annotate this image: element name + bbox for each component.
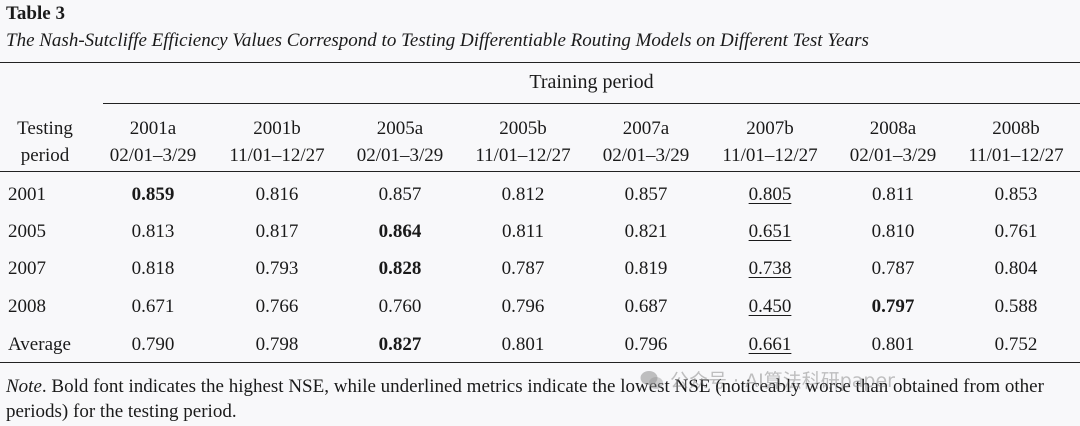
testing-period-header-line1: Testing [17, 118, 73, 139]
group-rule [103, 103, 1080, 104]
column-header-name: 2007b [746, 118, 794, 139]
table-cell: 0.752 [994, 334, 1038, 355]
column-header: 2005b 11/01–12/27 [458, 115, 588, 169]
row-label: 2005 [8, 221, 46, 242]
table-row: Average 0.790 0.798 0.827 0.801 0.796 0.661 0.8… [0, 326, 1080, 364]
column-header: 2008b 11/01–12/27 [951, 115, 1080, 169]
table-cell: 0.818 [131, 258, 175, 279]
column-header: 2001a 02/01–3/29 [88, 115, 218, 169]
column-header: 2008a 02/01–3/29 [828, 115, 958, 169]
table-cell: 0.857 [624, 184, 668, 205]
watermark: 公众号 · AI算法科研paper [640, 367, 895, 395]
bottom-rule [0, 362, 1080, 363]
table-cell: 0.853 [994, 184, 1038, 205]
table-cell: 0.811 [501, 221, 545, 242]
table-cell: 0.766 [255, 296, 299, 317]
table-cell: 0.819 [624, 258, 668, 279]
column-header-range: 11/01–12/27 [722, 145, 818, 166]
table-cell: 0.813 [131, 221, 175, 242]
note-label: Note [6, 376, 42, 397]
table-cell: 0.804 [994, 258, 1038, 279]
column-header-range: 02/01–3/29 [109, 145, 197, 166]
table-cell: 0.801 [501, 334, 545, 355]
table-note: Note. Bold font indicates the highest NS… [6, 374, 1076, 424]
note-text: . Bold font indicates the highest NSE, w… [6, 376, 1044, 422]
table-cell: 0.817 [255, 221, 299, 242]
table-cell: 0.816 [255, 184, 299, 205]
table-cell: 0.796 [624, 334, 668, 355]
watermark-text: 公众号 · AI算法科研paper [670, 370, 895, 392]
column-header: 2007a 02/01–3/29 [581, 115, 711, 169]
table-cell: 0.859 [131, 184, 175, 205]
testing-period-header-line2: period [20, 145, 70, 166]
column-header-range: 11/01–12/27 [475, 145, 571, 166]
column-header: 2005a 02/01–3/29 [335, 115, 465, 169]
table-cell: 0.588 [994, 296, 1038, 317]
table-cell: 0.661 [748, 334, 792, 355]
table-cell: 0.828 [378, 258, 422, 279]
table-cell: 0.671 [131, 296, 175, 317]
column-header-range: 02/01–3/29 [849, 145, 937, 166]
table-label: Table 3 [6, 3, 65, 24]
column-header-name: 2005b [499, 118, 547, 139]
table-row: 2005 0.813 0.817 0.864 0.811 0.821 0.651 0.810 0… [0, 213, 1080, 251]
table-cell: 0.810 [871, 221, 915, 242]
row-label: Average [8, 334, 71, 355]
top-rule [0, 62, 1080, 63]
table-cell: 0.787 [871, 258, 915, 279]
table-cell: 0.797 [871, 296, 915, 317]
column-header-name: 2001b [253, 118, 301, 139]
table-cell: 0.801 [871, 334, 915, 355]
testing-period-header: Testing period [0, 115, 90, 169]
table-cell: 0.761 [994, 221, 1038, 242]
training-period-header: Training period [529, 71, 654, 93]
table-cell: 0.687 [624, 296, 668, 317]
table-cell: 0.760 [378, 296, 422, 317]
column-header-name: 2008b [992, 118, 1040, 139]
column-header-range: 02/01–3/29 [356, 145, 444, 166]
table-cell: 0.812 [501, 184, 545, 205]
table-cell: 0.790 [131, 334, 175, 355]
column-header-range: 11/01–12/27 [229, 145, 325, 166]
table-cell: 0.651 [748, 221, 792, 242]
column-header-name: 2005a [376, 118, 424, 139]
table-cell: 0.827 [378, 334, 422, 355]
table-row: 2008 0.671 0.766 0.760 0.796 0.687 0.450 0.797 0… [0, 288, 1080, 326]
column-header-name: 2001a [129, 118, 177, 139]
row-label: 2001 [8, 184, 46, 205]
table-cell: 0.793 [255, 258, 299, 279]
row-label: 2007 [8, 258, 46, 279]
table-cell: 0.738 [748, 258, 792, 279]
column-header-range: 11/01–12/27 [968, 145, 1064, 166]
row-label: 2008 [8, 296, 46, 317]
column-header: 2001b 11/01–12/27 [212, 115, 342, 169]
column-header-range: 02/01–3/29 [602, 145, 690, 166]
table-cell: 0.450 [748, 296, 792, 317]
table-cell: 0.796 [501, 296, 545, 317]
column-header-name: 2008a [869, 118, 917, 139]
table-cell: 0.798 [255, 334, 299, 355]
wechat-icon [640, 371, 663, 389]
table-cell: 0.787 [501, 258, 545, 279]
table-cell: 0.857 [378, 184, 422, 205]
table-row: 2007 0.818 0.793 0.828 0.787 0.819 0.738 0.787 0… [0, 250, 1080, 288]
table-cell: 0.821 [624, 221, 668, 242]
table-cell: 0.864 [378, 221, 422, 242]
table-cell: 0.805 [748, 184, 792, 205]
column-header: 2007b 11/01–12/27 [705, 115, 835, 169]
header-rule [0, 171, 1080, 172]
table-cell: 0.811 [871, 184, 915, 205]
table-caption: The Nash-Sutcliffe Efficiency Values Cor… [6, 30, 869, 51]
column-header-name: 2007a [622, 118, 670, 139]
table-row: 2001 0.859 0.816 0.857 0.812 0.857 0.805 0.811 0… [0, 176, 1080, 214]
